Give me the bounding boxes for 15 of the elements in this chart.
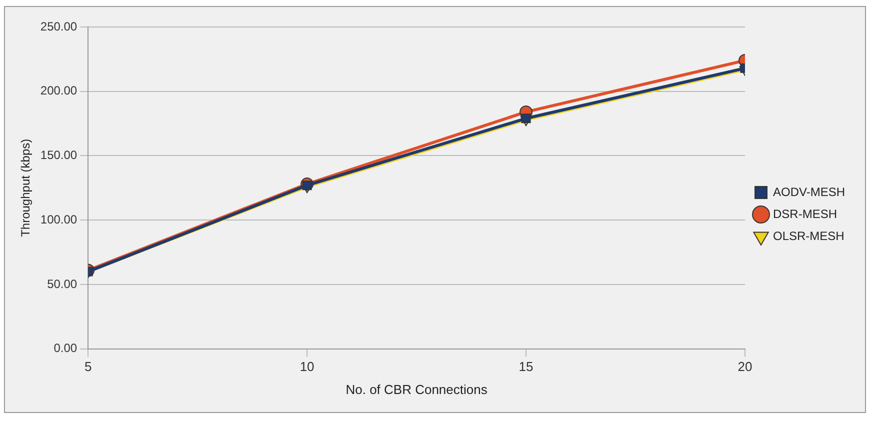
y-tick-label: 250.00 — [40, 19, 78, 34]
legend-label: AODV-MESH — [772, 184, 846, 199]
y-tick-label: 200.00 — [40, 84, 78, 98]
x-tick-label: 20 — [738, 359, 752, 374]
y-axis-title: Throughput (kbps) — [18, 138, 33, 237]
x-tick-label: 15 — [518, 359, 534, 374]
legend-label: DSR-MESH — [772, 206, 838, 221]
x-tick-label: 10 — [300, 359, 314, 374]
y-tick-label: 100.00 — [40, 212, 78, 226]
y-tick-label: 150.00 — [40, 148, 78, 162]
x-tick-label: 5 — [84, 359, 92, 374]
y-tick-label: 0.00 — [54, 341, 78, 356]
y-tick-label: 50.00 — [47, 276, 78, 291]
x-axis-title: No. of CBR Connections — [346, 382, 488, 397]
legend-label: OLSR-MESH — [772, 228, 844, 243]
